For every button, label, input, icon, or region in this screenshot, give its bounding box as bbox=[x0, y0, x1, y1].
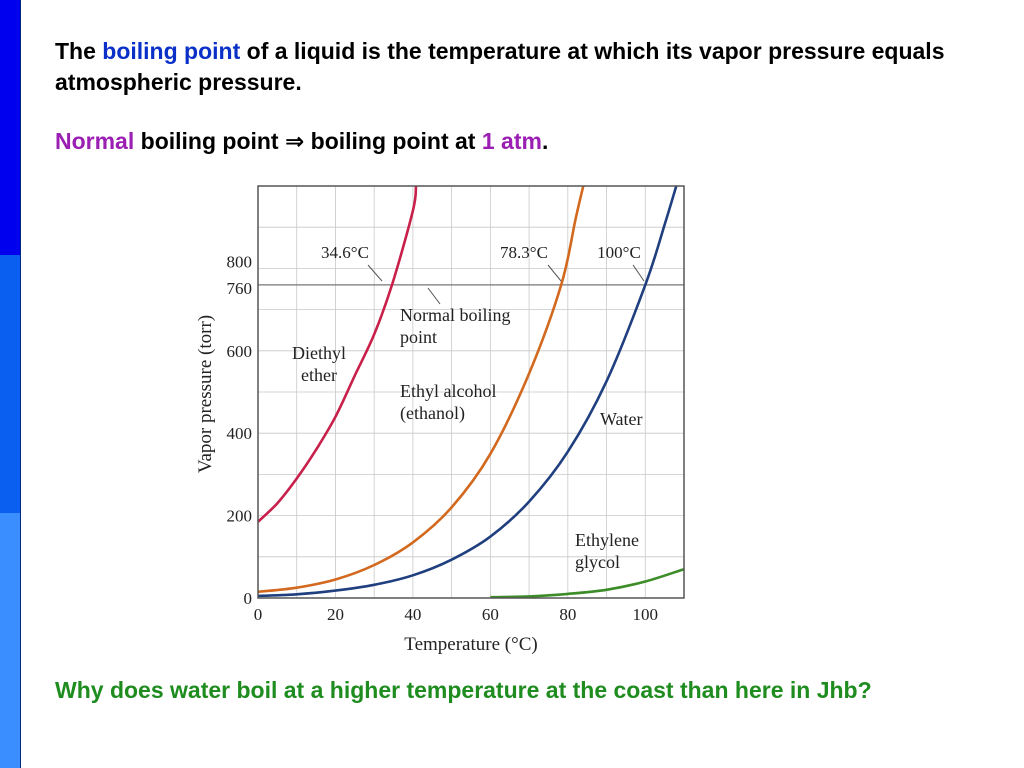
y-axis-label: Vapor pressure (torr) bbox=[195, 315, 216, 473]
series-label-diethyl-ether: ether bbox=[301, 365, 337, 385]
x-tick-label: 40 bbox=[404, 605, 421, 624]
series-line-ethanol bbox=[257, 185, 585, 594]
boiling-point-term: boiling point bbox=[102, 38, 241, 64]
normal-term: Normal bbox=[55, 128, 135, 154]
tick-labels: 0 20 40 60 80 100 0 200 400 600 760 800 bbox=[227, 252, 659, 624]
one-atm-value: 1 atm bbox=[481, 128, 542, 154]
sidebar-accent-top bbox=[0, 0, 21, 255]
series-label-water: Water bbox=[600, 409, 643, 429]
x-tick-label: 80 bbox=[559, 605, 576, 624]
series-label-ethanol: (ethanol) bbox=[400, 403, 465, 424]
boiling-point-leader-diethyl-ether bbox=[367, 264, 383, 282]
y-tick-label: 800 bbox=[227, 252, 253, 271]
series-label-diethyl-ether: Diethyl bbox=[292, 343, 346, 363]
x-tick-label: 100 bbox=[633, 605, 659, 624]
x-axis-label: Temperature (°C) bbox=[404, 634, 537, 655]
normal-boiling-point-leader bbox=[427, 287, 441, 305]
chart-grid bbox=[258, 186, 684, 598]
boiling-point-leader-ethanol bbox=[547, 264, 562, 282]
boiling-point-label-water: 100°C bbox=[597, 243, 641, 262]
series-line-diethyl-ether bbox=[257, 185, 418, 523]
normal-boiling-point-label: Normal boiling bbox=[400, 305, 511, 325]
y-tick-label: 200 bbox=[227, 507, 253, 526]
series-label-ethylene-glycol: glycol bbox=[575, 552, 620, 572]
series-label-ethylene-glycol: Ethylene bbox=[575, 530, 639, 550]
series-line-water bbox=[257, 185, 678, 598]
y-tick-label: 600 bbox=[227, 342, 253, 361]
boiling-point-leader-water bbox=[632, 264, 645, 282]
series-line-ethylene-glycol bbox=[490, 567, 685, 599]
definition-prefix: The bbox=[55, 38, 103, 64]
normal-suffix: . bbox=[541, 128, 549, 154]
boiling-point-label-diethyl-ether: 34.6°C bbox=[321, 243, 369, 262]
normal-boiling-point-text: Normal boiling point ⇒ boiling point at … bbox=[55, 126, 995, 157]
normal-middle: boiling point ⇒ boiling point at bbox=[134, 128, 482, 154]
sidebar-accent-bottom bbox=[0, 513, 21, 768]
series-lines bbox=[257, 185, 685, 599]
normal-boiling-point-label: point bbox=[400, 327, 437, 347]
question-text: Why does water boil at a higher temperat… bbox=[55, 677, 872, 703]
y-tick-label: 760 bbox=[227, 279, 253, 298]
x-tick-label: 20 bbox=[327, 605, 344, 624]
definition-text: The boiling point of a liquid is the tem… bbox=[55, 36, 995, 98]
series-label-ethanol: Ethyl alcohol bbox=[400, 381, 496, 401]
definition-rest: of a liquid is the temperature at which … bbox=[55, 38, 945, 95]
y-tick-label: 0 bbox=[244, 589, 253, 608]
x-tick-label: 0 bbox=[254, 605, 263, 624]
sidebar-accent-middle bbox=[0, 255, 21, 513]
boiling-point-label-ethanol: 78.3°C bbox=[500, 243, 548, 262]
plot-frame bbox=[257, 185, 685, 599]
x-tick-label: 60 bbox=[482, 605, 499, 624]
y-tick-label: 400 bbox=[227, 424, 253, 443]
